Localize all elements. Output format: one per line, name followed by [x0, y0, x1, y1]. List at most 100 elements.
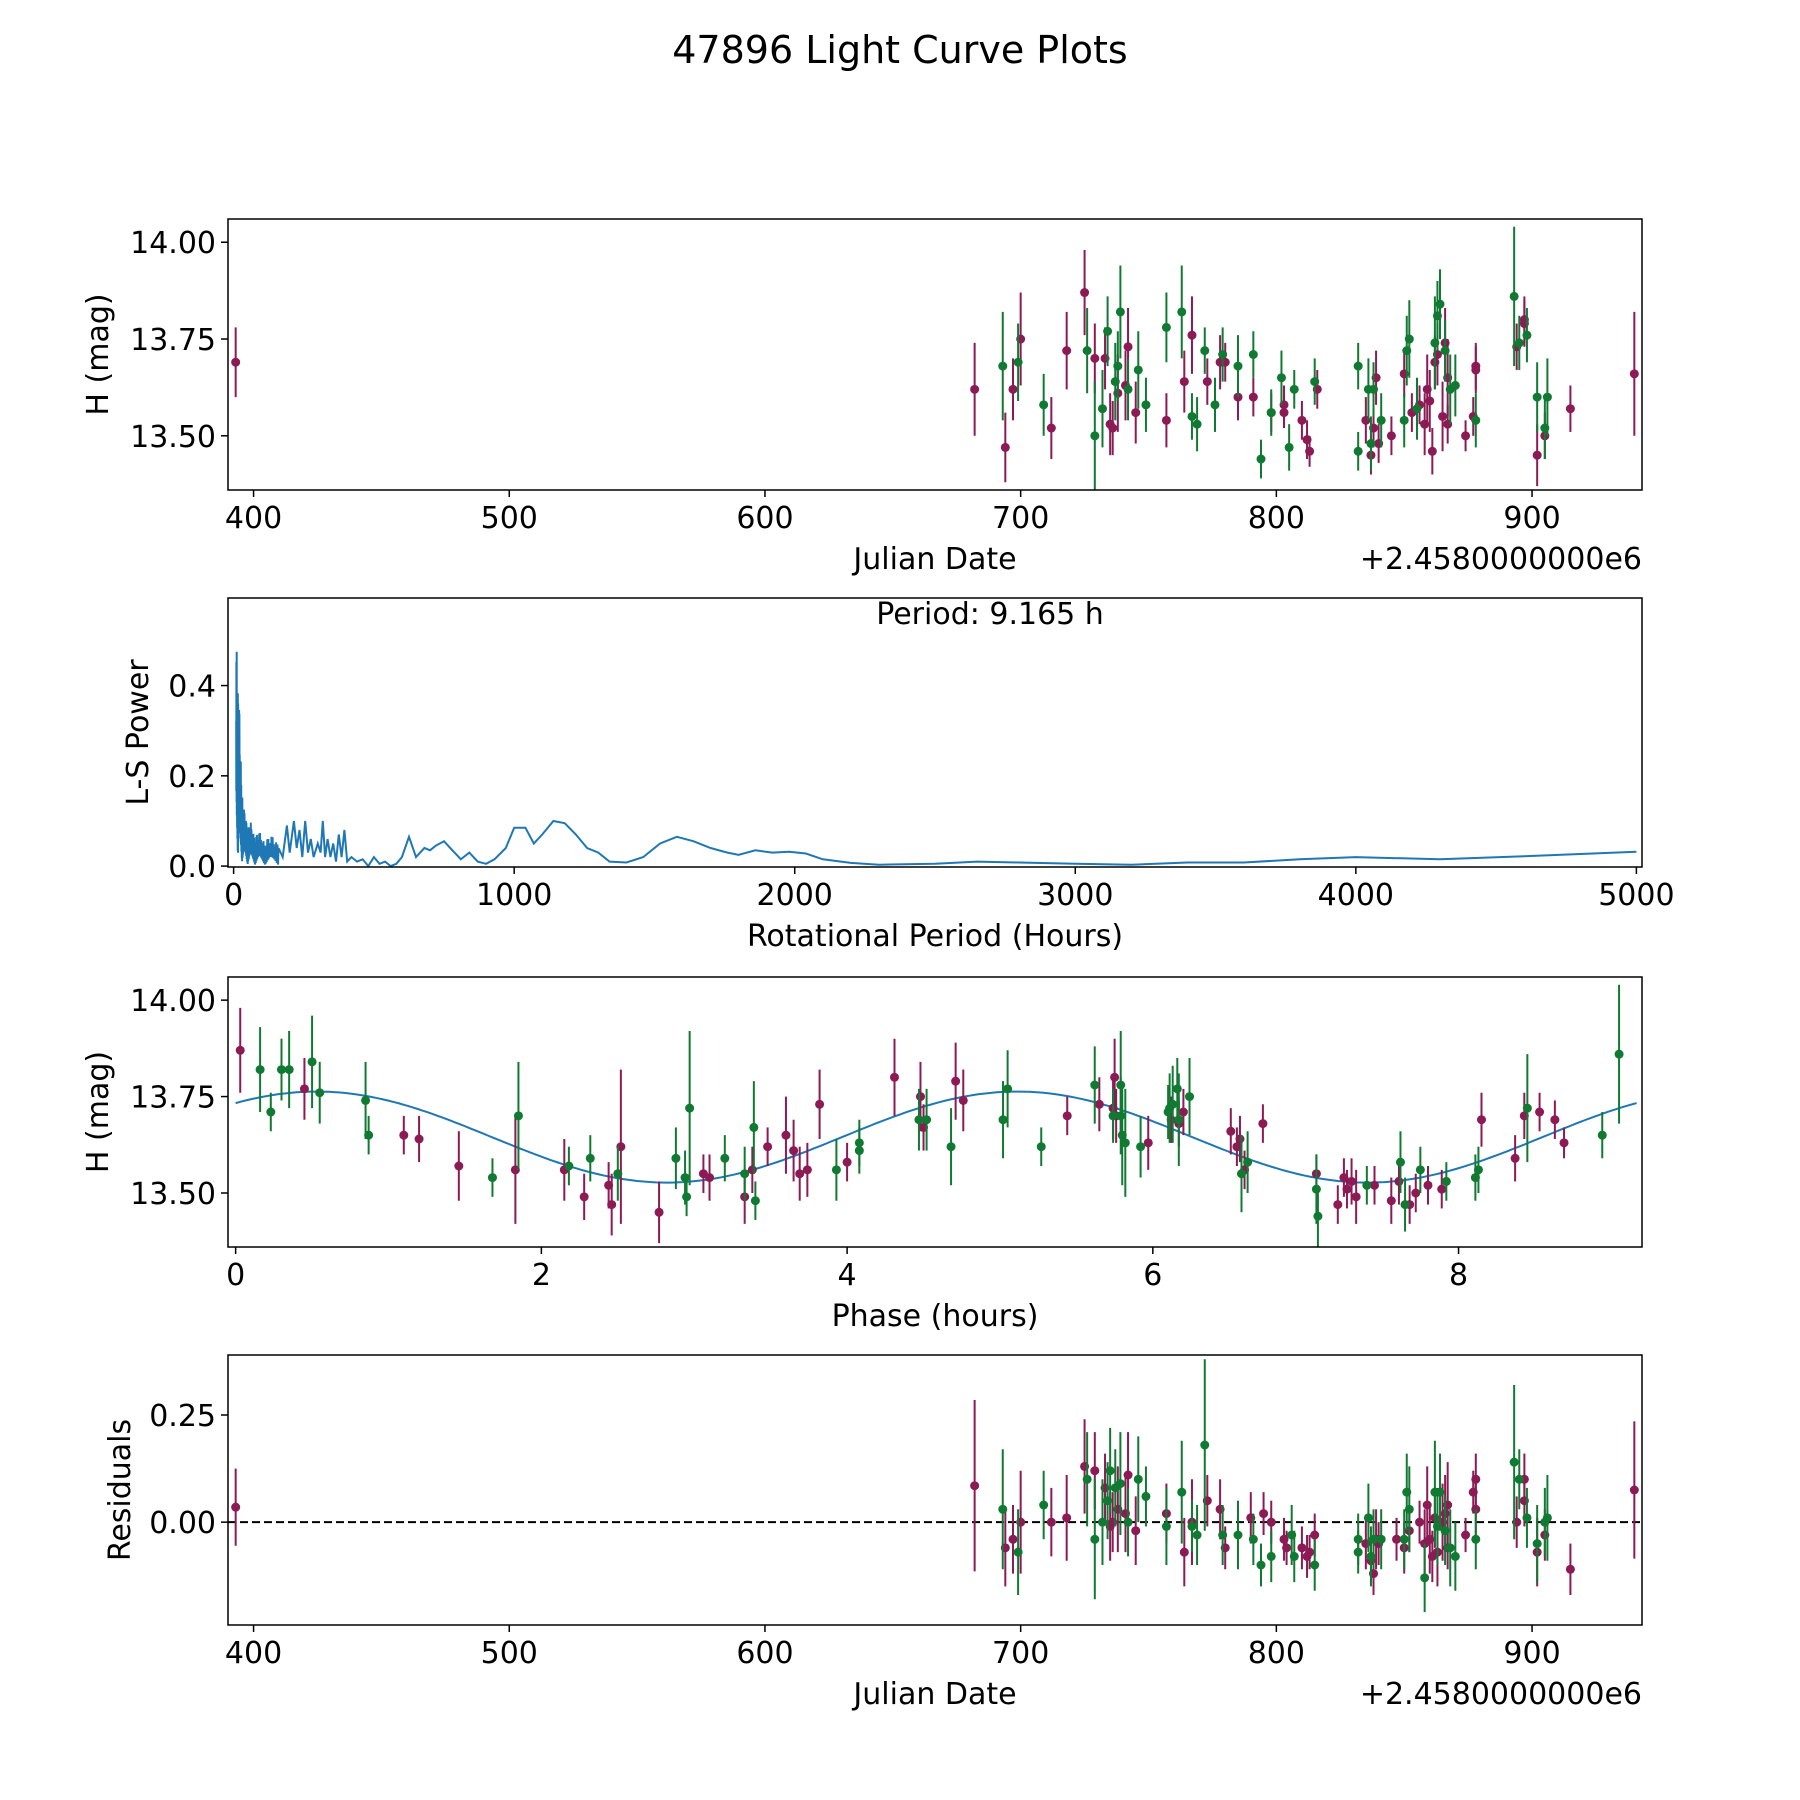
data-point — [946, 1142, 956, 1152]
x-axis-label: Phase (hours) — [832, 1299, 1039, 1334]
x-tick-label: 0 — [226, 1258, 245, 1293]
data-point — [1062, 1111, 1072, 1121]
data-point — [1445, 1543, 1455, 1553]
data-point — [1532, 392, 1542, 402]
data-point — [1289, 1551, 1299, 1561]
x-tick-label: 600 — [736, 1636, 793, 1671]
data-point — [1353, 361, 1363, 371]
period-annotation: Period: 9.165 h — [876, 597, 1104, 632]
data-point — [414, 1134, 424, 1144]
data-point — [1080, 288, 1090, 298]
data-point — [315, 1088, 325, 1098]
data-point — [1090, 1534, 1100, 1544]
data-point — [680, 1173, 690, 1183]
data-point — [831, 1165, 841, 1175]
data-point — [1510, 1153, 1520, 1163]
data-point — [1046, 423, 1056, 433]
data-point — [1235, 1134, 1245, 1144]
data-point — [1550, 1115, 1560, 1125]
panel-phased: 0 2 4 6 8 13.50 13.75 14.00 Phase (hours) H (mag) — [81, 976, 1643, 1334]
data-point — [914, 1115, 924, 1125]
data-point — [1062, 1513, 1072, 1523]
data-point — [1369, 1534, 1379, 1544]
data-point — [1141, 400, 1151, 410]
plot-area — [235, 651, 1637, 867]
data-point — [1090, 353, 1100, 363]
data-point — [1177, 307, 1187, 317]
data-point — [399, 1130, 409, 1140]
data-point — [1522, 330, 1532, 340]
data-point — [1174, 1115, 1184, 1125]
data-point — [1311, 1184, 1321, 1194]
data-point — [1133, 1474, 1143, 1484]
data-point — [1471, 415, 1481, 425]
data-point — [1395, 1157, 1405, 1167]
data-point — [1353, 1534, 1363, 1544]
data-point — [1123, 342, 1133, 352]
data-point — [1013, 357, 1023, 367]
series-filter_a — [235, 1007, 1569, 1244]
data-point — [613, 1169, 623, 1179]
data-point — [1450, 380, 1460, 390]
data-point — [1471, 1534, 1481, 1544]
series-filter_a — [231, 1400, 1639, 1595]
x-axis-label: Rotational Period (Hours) — [747, 919, 1123, 954]
data-point — [1559, 1138, 1569, 1148]
data-point — [364, 1130, 374, 1140]
data-point — [1200, 1440, 1210, 1450]
data-point — [1187, 1521, 1197, 1531]
data-point — [1133, 365, 1143, 375]
data-point — [1305, 1547, 1315, 1557]
data-point — [789, 1146, 799, 1156]
data-point — [1168, 1099, 1178, 1109]
data-point — [1082, 1474, 1092, 1484]
data-point — [1200, 346, 1210, 356]
panel-lightcurve: 400 500 600 700 800 900 13.50 13.75 14.00 Julian … — [81, 218, 1643, 577]
data-point — [1248, 350, 1258, 359]
data-point — [763, 1142, 773, 1152]
data-point — [1386, 1196, 1396, 1206]
data-point — [231, 357, 241, 367]
data-point — [1532, 1539, 1542, 1549]
x-tick-label: 500 — [481, 501, 538, 536]
y-tick-label: 14.00 — [130, 226, 216, 261]
data-point — [1437, 1184, 1447, 1194]
x-tick-label: 900 — [1503, 1636, 1560, 1671]
x-tick-label: 700 — [992, 1636, 1049, 1671]
data-point — [1542, 392, 1552, 402]
data-point — [1310, 1530, 1320, 1540]
series-filter_a — [231, 249, 1639, 487]
y-tick-label: 14.00 — [130, 984, 216, 1019]
data-point — [1062, 346, 1072, 356]
data-point — [235, 1045, 245, 1055]
data-point — [1353, 446, 1363, 456]
data-point — [1404, 334, 1414, 344]
data-point — [1039, 1500, 1049, 1510]
data-point — [1097, 1517, 1107, 1527]
x-tick-label: 5000 — [1598, 878, 1674, 913]
data-point — [1113, 361, 1123, 371]
y-axis-label: Residuals — [103, 1419, 138, 1561]
data-point — [1218, 350, 1228, 359]
data-point — [1420, 1573, 1430, 1583]
data-point — [1565, 1564, 1575, 1574]
data-point — [1310, 1560, 1320, 1570]
data-point — [922, 1115, 932, 1125]
data-point — [747, 1165, 757, 1175]
data-point — [307, 1057, 317, 1067]
data-point — [1597, 1130, 1607, 1140]
data-point — [1179, 377, 1189, 387]
data-point — [1411, 1188, 1421, 1198]
data-point — [454, 1161, 464, 1171]
x-tick-label: 2000 — [757, 878, 833, 913]
data-point — [1423, 1180, 1433, 1190]
data-point — [231, 1502, 241, 1512]
plot-area — [228, 1359, 1642, 1613]
data-point — [1243, 1157, 1253, 1167]
data-point — [1412, 404, 1422, 414]
axes-frame — [227, 976, 1643, 1248]
x-axis-label: Julian Date — [851, 1677, 1016, 1712]
data-point — [889, 1072, 899, 1082]
data-point — [854, 1138, 864, 1148]
data-point — [1351, 1192, 1361, 1202]
